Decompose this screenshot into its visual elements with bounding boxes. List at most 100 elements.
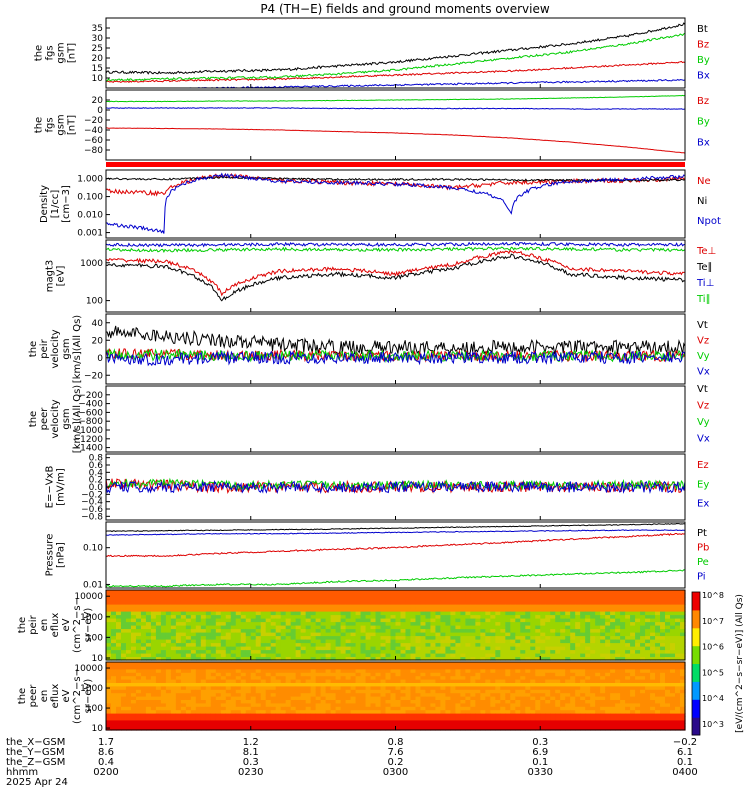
spectrogram-cell (210, 625, 217, 630)
spectrogram-cell (475, 723, 481, 728)
spectrogram-cell (345, 604, 352, 609)
spectrogram-cell (110, 607, 117, 612)
spectrogram-cell (510, 649, 516, 654)
spectrogram-cell (380, 642, 387, 647)
spectrogram-cell (290, 635, 297, 640)
spectrogram-cell (665, 646, 671, 651)
spectrogram-cell (625, 726, 631, 731)
spectrogram-cell (380, 632, 387, 637)
spectrogram-cell (450, 597, 456, 602)
spectrogram-cell (140, 706, 147, 711)
spectrogram-cell (545, 625, 551, 630)
spectrogram-cell (220, 685, 227, 690)
spectrogram-cell (135, 639, 142, 644)
spectrogram-cell (330, 679, 337, 683)
spectrogram-cell (480, 607, 486, 612)
spectrogram-cell (395, 621, 402, 626)
spectrogram-cell (460, 719, 466, 724)
spectrogram-cell (585, 653, 591, 658)
spectrogram-cell (365, 665, 372, 670)
spectrogram-cell (555, 635, 561, 640)
spectrogram-cell (610, 628, 616, 633)
spectrogram-cell (490, 685, 496, 690)
spectrogram-cell (205, 646, 212, 651)
spectrogram-cell (295, 699, 302, 704)
spectrogram-cell (470, 716, 476, 721)
spectrogram-cell (130, 726, 137, 731)
spectrogram-cell (220, 590, 227, 595)
spectrogram-cell (585, 621, 591, 626)
spectrogram-cell (615, 682, 621, 687)
spectrogram-cell (330, 614, 337, 619)
spectrogram-cell (430, 611, 437, 616)
spectrogram-cell (475, 679, 481, 683)
spectrogram-cell (230, 653, 237, 658)
spectrogram-cell (220, 675, 227, 680)
spectrogram-cell (195, 625, 202, 630)
spectrogram-cell (400, 625, 407, 630)
spectrogram-cell (190, 597, 197, 602)
spectrogram-cell (410, 600, 417, 605)
spectrogram-cell (365, 590, 372, 595)
spectrogram-cell (555, 682, 561, 687)
spectrogram-cell (180, 689, 187, 694)
spectrogram-cell (610, 597, 616, 602)
spectrogram-cell (480, 649, 486, 654)
spectrogram-cell (315, 716, 322, 721)
spectrogram-cell (430, 607, 437, 612)
spectrogram-cell (530, 656, 536, 661)
spectrogram-cell (295, 621, 302, 626)
spectrogram-cell (385, 590, 392, 595)
spectrogram-cell (125, 604, 132, 609)
spectrogram-cell (635, 706, 641, 711)
spectrogram-cell (240, 702, 247, 707)
spectrogram-cell (335, 642, 342, 647)
spectrogram-cell (220, 713, 227, 717)
spectrogram-cell (320, 618, 327, 623)
spectrogram-cell (525, 607, 531, 612)
spectrogram-cell (420, 593, 427, 598)
spectrogram-cell (615, 618, 621, 623)
spectrogram-cell (625, 679, 631, 683)
spectrogram-cell (530, 689, 536, 694)
spectrogram-cell (365, 621, 372, 626)
spectrogram-cell (605, 618, 611, 623)
spectrogram-cell (430, 653, 437, 658)
spectrogram-cell (610, 719, 616, 724)
spectrogram-cell (235, 639, 242, 644)
spectrogram-cell (445, 639, 451, 644)
spectrogram-cell (245, 621, 252, 626)
spectrogram-cell (565, 662, 571, 666)
spectrogram-cell (645, 646, 651, 651)
spectrogram-cell (590, 665, 596, 670)
spectrogram-cell (560, 679, 566, 683)
spectrogram-cell (440, 597, 447, 602)
spectrogram-cell (185, 719, 192, 724)
spectrogram-cell (520, 607, 526, 612)
spectrogram-cell (180, 702, 187, 707)
spectrogram-cell (660, 635, 666, 640)
spectrogram-cell (275, 600, 282, 605)
spectrogram-cell (320, 668, 327, 673)
spectrogram-cell (500, 632, 506, 637)
spectrogram-cell (340, 702, 347, 707)
spectrogram-cell (395, 653, 402, 658)
spectrogram-cell (550, 692, 556, 697)
spectrogram-cell (165, 719, 172, 724)
spectrogram-cell (480, 611, 486, 616)
spectrogram-cell (500, 665, 506, 670)
spectrogram-cell (550, 635, 556, 640)
spectrogram-cell (525, 635, 531, 640)
spectrogram-cell (215, 682, 222, 687)
spectrogram-cell (450, 635, 456, 640)
spectrogram-cell (235, 611, 242, 616)
spectrogram-cell (165, 662, 172, 666)
spectrogram-cell (445, 614, 451, 619)
spectrogram-cell (285, 614, 292, 619)
spectrogram-cell (330, 709, 337, 714)
spectrogram-cell (485, 692, 491, 697)
spectrogram-cell (585, 723, 591, 728)
spectrogram-cell (415, 590, 422, 595)
spectrogram-cell (180, 692, 187, 697)
